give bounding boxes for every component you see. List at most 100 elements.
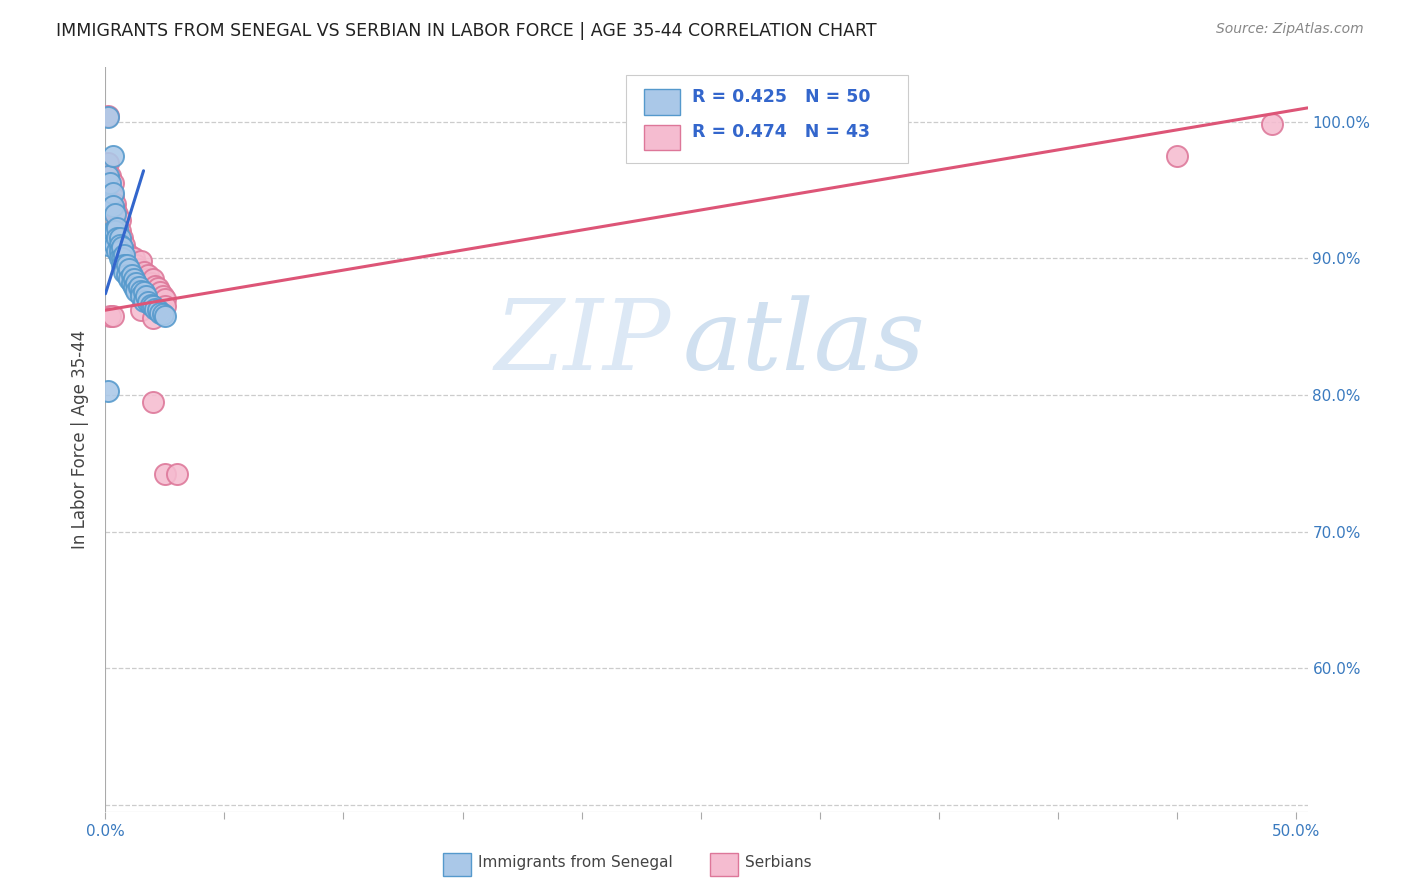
Text: R = 0.474   N = 43: R = 0.474 N = 43 bbox=[692, 123, 870, 141]
Point bbox=[129, 303, 152, 318]
Point bbox=[149, 285, 172, 300]
Point bbox=[111, 258, 134, 272]
Point bbox=[121, 276, 143, 290]
Point bbox=[97, 169, 120, 184]
Point bbox=[125, 276, 148, 290]
Point bbox=[105, 231, 128, 245]
Point bbox=[118, 271, 141, 285]
Point bbox=[1261, 117, 1284, 131]
Point bbox=[108, 224, 131, 238]
Point bbox=[153, 299, 176, 313]
Point bbox=[98, 176, 121, 190]
Point bbox=[122, 251, 145, 265]
Text: Source: ZipAtlas.com: Source: ZipAtlas.com bbox=[1216, 22, 1364, 37]
Point bbox=[121, 268, 143, 282]
Point bbox=[118, 248, 141, 262]
Point bbox=[139, 276, 162, 290]
Point bbox=[115, 258, 138, 272]
Point bbox=[98, 309, 121, 323]
Point bbox=[101, 176, 124, 190]
Point bbox=[108, 237, 131, 252]
Point bbox=[132, 293, 155, 308]
Point bbox=[166, 467, 188, 482]
Point bbox=[108, 213, 131, 227]
Point bbox=[149, 306, 172, 320]
Point bbox=[145, 301, 167, 316]
Point bbox=[101, 224, 124, 238]
Point bbox=[114, 248, 136, 262]
Point bbox=[101, 309, 124, 323]
Point bbox=[111, 240, 134, 254]
Point bbox=[132, 285, 155, 300]
Point bbox=[101, 190, 124, 204]
Point bbox=[129, 289, 152, 303]
Text: IMMIGRANTS FROM SENEGAL VS SERBIAN IN LABOR FORCE | AGE 35-44 CORRELATION CHART: IMMIGRANTS FROM SENEGAL VS SERBIAN IN LA… bbox=[56, 22, 877, 40]
Point bbox=[139, 298, 162, 312]
Point bbox=[122, 271, 145, 285]
Point bbox=[146, 281, 169, 295]
FancyBboxPatch shape bbox=[644, 89, 681, 114]
Text: Immigrants from Senegal: Immigrants from Senegal bbox=[478, 855, 673, 870]
Point bbox=[146, 303, 169, 318]
Point bbox=[111, 251, 134, 265]
Text: ZIP: ZIP bbox=[494, 295, 671, 390]
Point bbox=[142, 394, 165, 409]
Point bbox=[129, 284, 152, 298]
Point bbox=[118, 262, 141, 277]
Point bbox=[98, 196, 121, 211]
Point bbox=[122, 280, 145, 294]
Text: atlas: atlas bbox=[682, 295, 925, 390]
Point bbox=[105, 217, 128, 231]
Point bbox=[101, 186, 124, 200]
Point bbox=[135, 289, 157, 303]
FancyBboxPatch shape bbox=[626, 75, 908, 163]
Point bbox=[104, 237, 127, 252]
Point bbox=[111, 231, 134, 245]
Point bbox=[125, 284, 148, 298]
Point bbox=[114, 265, 136, 279]
Point bbox=[145, 278, 167, 293]
Point bbox=[111, 240, 134, 254]
Point bbox=[152, 307, 174, 321]
Point bbox=[104, 196, 127, 211]
Point bbox=[153, 309, 176, 323]
Point bbox=[97, 237, 120, 252]
Point bbox=[105, 221, 128, 235]
Point bbox=[98, 169, 121, 184]
Text: Serbians: Serbians bbox=[745, 855, 811, 870]
Y-axis label: In Labor Force | Age 35-44: In Labor Force | Age 35-44 bbox=[72, 330, 90, 549]
Point bbox=[108, 244, 131, 259]
FancyBboxPatch shape bbox=[644, 125, 681, 151]
Point bbox=[135, 271, 157, 285]
Point bbox=[108, 231, 131, 245]
Point bbox=[101, 199, 124, 213]
Point bbox=[129, 268, 152, 282]
Point bbox=[108, 251, 131, 265]
Point bbox=[97, 384, 120, 398]
Point bbox=[115, 251, 138, 265]
Point bbox=[142, 299, 165, 313]
Point bbox=[104, 203, 127, 218]
Point bbox=[105, 244, 128, 259]
Point bbox=[97, 111, 120, 125]
Point bbox=[114, 244, 136, 259]
Point bbox=[153, 467, 176, 482]
Point bbox=[142, 311, 165, 326]
Point bbox=[132, 265, 155, 279]
Point bbox=[115, 268, 138, 282]
Point bbox=[97, 155, 120, 169]
Point bbox=[1166, 149, 1188, 163]
Point bbox=[101, 149, 124, 163]
Point bbox=[142, 271, 165, 285]
Point bbox=[97, 109, 120, 123]
Point bbox=[104, 207, 127, 221]
Point bbox=[153, 292, 176, 306]
Point bbox=[125, 258, 148, 272]
Point bbox=[129, 254, 152, 268]
Point bbox=[136, 268, 159, 282]
Point bbox=[128, 280, 150, 294]
Point bbox=[128, 262, 150, 277]
Point bbox=[114, 237, 136, 252]
Point bbox=[121, 254, 143, 268]
Point bbox=[104, 224, 127, 238]
